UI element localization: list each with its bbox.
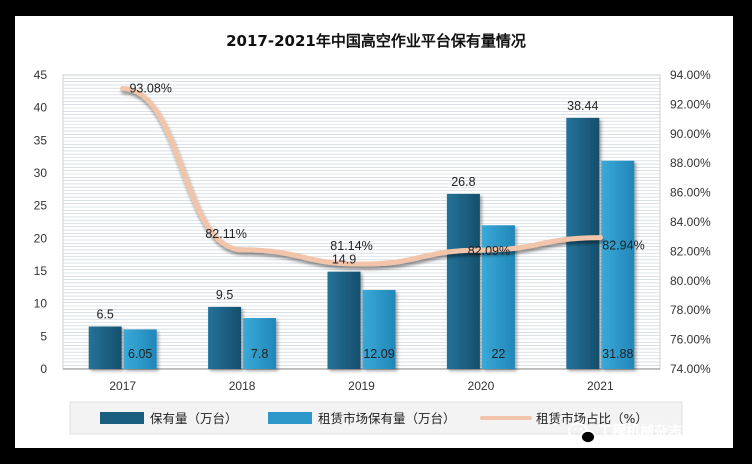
label-share-2020: 82.09% — [468, 244, 510, 258]
x-tick-label: 2018 — [229, 379, 256, 393]
label-rental-2018: 7.8 — [251, 347, 268, 361]
x-tick-label: 2020 — [468, 379, 495, 393]
share-point-2019 — [359, 261, 364, 267]
right-tick-label: 86.00% — [670, 186, 711, 200]
left-tick-label: 5 — [40, 329, 47, 343]
left-tick-label: 20 — [34, 231, 48, 245]
label-rental-2020: 22 — [491, 347, 505, 361]
right-tick-label: 82.00% — [670, 244, 711, 258]
bar-rental-2019 — [362, 290, 396, 369]
right-tick-label: 94.00% — [670, 68, 711, 82]
x-tick-label: 2021 — [587, 379, 614, 393]
share-point-2020 — [478, 247, 484, 253]
label-stock-2019: 14.9 — [332, 253, 356, 267]
share-line — [120, 86, 603, 267]
right-tick-label: 76.00% — [670, 333, 711, 347]
right-tick-label: 90.00% — [670, 127, 711, 141]
chart-title: 2017-2021年中国高空作业平台保有量情况 — [226, 32, 526, 50]
bar-rental-2018 — [243, 318, 277, 369]
label-rental-2019: 12.09 — [363, 347, 394, 361]
bar-stock-2018 — [208, 306, 242, 369]
right-tick-label: 88.00% — [670, 156, 711, 170]
legend-swatch-stock — [100, 412, 144, 424]
watermark: 工程机械杂志社 — [568, 422, 696, 444]
label-rental-2021: 31.88 — [602, 347, 633, 361]
label-stock-2017: 6.5 — [97, 308, 114, 322]
label-rental-2017: 6.05 — [128, 347, 152, 361]
legend-label-rental: 租赁市场保有量（万台） — [318, 411, 456, 426]
left-tick-label: 15 — [34, 264, 48, 278]
bar-rental-2021 — [601, 160, 635, 369]
left-tick-label: 0 — [40, 362, 47, 376]
x-axis: 2017 2018 2019 2020 2021 — [109, 379, 614, 393]
label-share-2017: 93.08% — [129, 82, 171, 96]
share-line-path — [120, 86, 603, 267]
left-axis: 0 5 10 15 20 25 30 35 40 45 — [34, 68, 48, 376]
left-tick-label: 10 — [34, 297, 48, 311]
wechat-icon — [568, 422, 596, 444]
bar-stock-2019 — [327, 271, 361, 369]
bar-stock-2021 — [566, 117, 600, 369]
bar-rental-2017 — [123, 329, 157, 369]
x-tick-label: 2017 — [109, 379, 136, 393]
watermark-text: 工程机械杂志社 — [598, 423, 696, 440]
right-tick-label: 74.00% — [670, 362, 711, 376]
left-tick-label: 35 — [34, 133, 48, 147]
share-point-2017 — [120, 86, 126, 92]
x-tick-label: 2019 — [348, 379, 375, 393]
bar-stock-2017 — [88, 326, 122, 369]
left-tick-label: 25 — [34, 199, 48, 213]
legend-label-stock: 保有量（万台） — [150, 411, 238, 426]
legend-label-share: 租赁市场占比（%） — [536, 411, 648, 426]
right-tick-label: 78.00% — [670, 303, 711, 317]
share-point-2018 — [239, 247, 245, 253]
label-stock-2020: 26.8 — [451, 175, 475, 189]
label-share-2021: 82.94% — [602, 239, 644, 253]
legend: 保有量（万台） 租赁市场保有量（万台） 租赁市场占比（%） — [69, 401, 683, 435]
label-share-2019: 81.14% — [330, 239, 372, 253]
left-tick-label: 45 — [34, 68, 48, 82]
left-tick-label: 40 — [34, 101, 48, 115]
right-tick-label: 80.00% — [670, 274, 711, 288]
right-tick-label: 92.00% — [670, 97, 711, 111]
legend-swatch-rental — [268, 412, 312, 424]
data-labels: 6.5 6.05 9.5 7.8 14.9 12.09 26.8 22 38.44 31.88 93… — [97, 82, 645, 361]
bar-stock-2020 — [446, 193, 480, 369]
share-point-2021 — [597, 235, 603, 241]
left-tick-label: 30 — [34, 166, 48, 180]
label-stock-2018: 9.5 — [216, 288, 233, 302]
right-tick-label: 84.00% — [670, 215, 711, 229]
label-share-2018: 82.11% — [205, 227, 246, 241]
right-axis: 74.00% 76.00% 78.00% 80.00% 82.00% 84.00% 86.0… — [670, 68, 711, 376]
label-stock-2021: 38.44 — [567, 99, 598, 113]
